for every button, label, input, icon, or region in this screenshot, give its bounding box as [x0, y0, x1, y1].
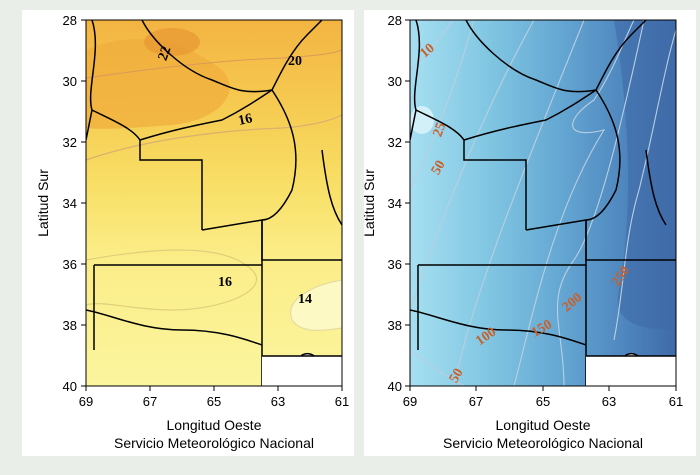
- contour-label: 50: [429, 158, 449, 178]
- x-axis-label: Longitud Oeste: [167, 417, 262, 433]
- ocean: [262, 356, 342, 386]
- contour-16-north: [86, 114, 342, 161]
- map-panel-left: 22 20 16 16 14 28 30 32 34 36 38 40 69 6…: [22, 10, 354, 456]
- ocean: [586, 356, 676, 386]
- contour-14: [290, 279, 342, 331]
- x-tick-label: 63: [271, 394, 285, 409]
- map-panel-right: 10 25 50 100 150 200 250 50 28 30 32 34 …: [364, 10, 696, 456]
- contour-label: 16: [237, 111, 254, 129]
- x-tick-label: 61: [335, 394, 349, 409]
- x-tick-label: 67: [469, 394, 483, 409]
- contour-20: [86, 49, 342, 79]
- contour-label: 50: [447, 366, 467, 386]
- map-left-svg: 22 20 16 16 14 28 30 32 34 36 38 40 69 6…: [35, 13, 349, 451]
- warm-peak: [144, 28, 200, 56]
- y-tick-label: 40: [388, 379, 402, 394]
- y-tick-label: 30: [388, 74, 402, 89]
- contour-label: 22: [156, 44, 175, 62]
- contour-label: 25: [431, 121, 450, 139]
- y-tick-label: 38: [388, 318, 402, 333]
- y-tick-label: 32: [63, 135, 77, 150]
- y-tick-label: 36: [388, 257, 402, 272]
- contour-16-south: [86, 249, 258, 311]
- y-tick-label: 36: [63, 257, 77, 272]
- contour-label: 16: [218, 275, 232, 290]
- x-axis-label: Longitud Oeste: [496, 417, 591, 433]
- x-tick-label: 67: [143, 394, 157, 409]
- y-tick-label: 34: [388, 196, 402, 211]
- contour-label: 20: [288, 54, 302, 69]
- x-tick-label: 69: [79, 394, 93, 409]
- x-tick-label: 65: [536, 394, 550, 409]
- tick-marks: [405, 19, 677, 391]
- credit-label: Servicio Meteorológico Nacional: [114, 435, 314, 451]
- x-tick-label: 65: [207, 394, 221, 409]
- y-tick-label: 28: [388, 13, 402, 28]
- y-tick-label: 40: [63, 379, 77, 394]
- warm-zone: [86, 39, 230, 129]
- contour-lines: [410, 20, 676, 386]
- y-axis-label: Latitud Sur: [364, 169, 377, 237]
- high-zone: [614, 20, 676, 330]
- contour-label: 14: [298, 292, 312, 307]
- province-borders: [86, 20, 342, 386]
- y-tick-label: 30: [63, 74, 77, 89]
- y-axis-label: Latitud Sur: [35, 169, 51, 237]
- x-tick-label: 61: [669, 394, 683, 409]
- y-tick-label: 28: [63, 13, 77, 28]
- tick-marks: [81, 19, 343, 391]
- x-tick-label: 63: [602, 394, 616, 409]
- province-borders: [410, 20, 676, 386]
- x-tick-label: 69: [403, 394, 417, 409]
- y-tick-label: 38: [63, 318, 77, 333]
- credit-label: Servicio Meteorológico Nacional: [443, 435, 643, 451]
- y-tick-label: 34: [63, 196, 77, 211]
- map-right-svg: 10 25 50 100 150 200 250 50 28 30 32 34 …: [364, 13, 683, 451]
- y-tick-label: 32: [388, 135, 402, 150]
